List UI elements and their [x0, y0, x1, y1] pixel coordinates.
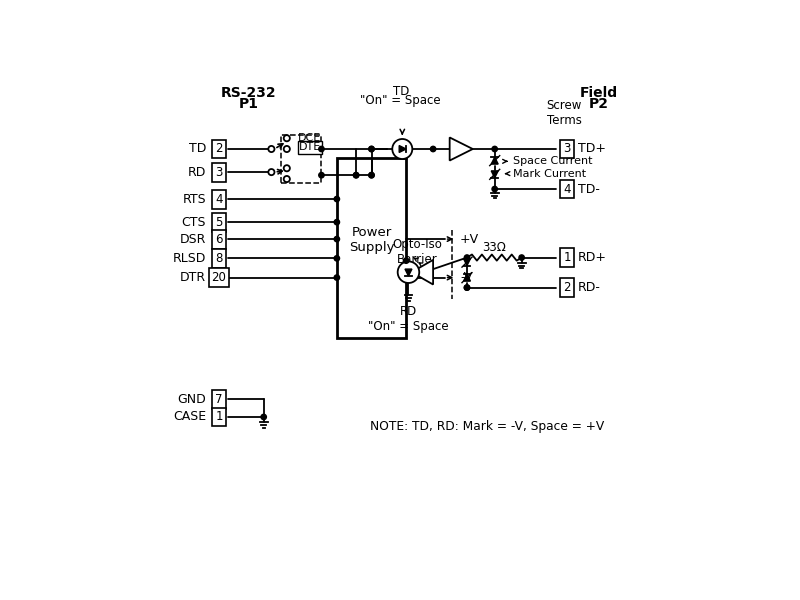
- Text: DSR: DSR: [179, 233, 206, 245]
- Text: NOTE: TD, RD: Mark = -V, Space = +V: NOTE: TD, RD: Mark = -V, Space = +V: [370, 420, 604, 433]
- Circle shape: [369, 146, 374, 152]
- Text: TD: TD: [189, 142, 206, 155]
- Circle shape: [354, 172, 358, 178]
- Text: 4: 4: [563, 182, 571, 196]
- Text: Screw
Terms: Screw Terms: [546, 99, 582, 127]
- Circle shape: [464, 285, 470, 290]
- Circle shape: [334, 275, 339, 280]
- Text: TD: TD: [393, 85, 409, 98]
- Text: TD-: TD-: [578, 182, 600, 196]
- Circle shape: [284, 135, 290, 141]
- Circle shape: [334, 236, 339, 242]
- Circle shape: [464, 255, 470, 260]
- Circle shape: [369, 172, 374, 178]
- Polygon shape: [411, 260, 433, 284]
- Circle shape: [284, 165, 290, 172]
- Circle shape: [334, 256, 339, 261]
- Circle shape: [284, 176, 290, 182]
- Text: TD+: TD+: [578, 142, 606, 155]
- Text: 7: 7: [215, 393, 222, 406]
- Circle shape: [519, 255, 524, 260]
- Text: 5: 5: [215, 215, 222, 229]
- Circle shape: [354, 172, 358, 178]
- Circle shape: [284, 146, 290, 152]
- Polygon shape: [463, 259, 470, 266]
- Text: DTR: DTR: [180, 271, 206, 284]
- Polygon shape: [450, 137, 473, 161]
- Text: DCE: DCE: [298, 133, 322, 143]
- Circle shape: [403, 258, 409, 263]
- Text: 6: 6: [215, 233, 222, 245]
- Text: RD+: RD+: [578, 251, 607, 264]
- Text: 1: 1: [215, 410, 222, 424]
- Circle shape: [318, 146, 324, 152]
- Circle shape: [334, 196, 339, 202]
- Text: "On" = Space: "On" = Space: [361, 94, 441, 107]
- Text: RS-232: RS-232: [221, 86, 276, 100]
- Polygon shape: [491, 157, 498, 164]
- Circle shape: [464, 285, 470, 290]
- Text: DTE: DTE: [298, 142, 321, 152]
- Polygon shape: [491, 171, 498, 178]
- Text: RD
"On" = Space: RD "On" = Space: [368, 305, 449, 332]
- Circle shape: [492, 146, 498, 152]
- Circle shape: [492, 187, 498, 192]
- Polygon shape: [399, 146, 406, 152]
- Text: 2: 2: [215, 142, 222, 155]
- Circle shape: [318, 172, 324, 178]
- Text: +V: +V: [460, 233, 479, 245]
- Text: CTS: CTS: [182, 215, 206, 229]
- Circle shape: [392, 139, 412, 159]
- Text: 8: 8: [215, 252, 222, 265]
- Text: 33Ω: 33Ω: [482, 241, 506, 254]
- Circle shape: [334, 220, 339, 225]
- Text: Power
Supply: Power Supply: [349, 226, 394, 254]
- Text: P2: P2: [589, 97, 609, 110]
- Circle shape: [268, 169, 274, 175]
- Text: 3: 3: [563, 142, 570, 155]
- Circle shape: [398, 262, 419, 283]
- Text: 1: 1: [563, 251, 571, 264]
- Polygon shape: [463, 274, 470, 281]
- Circle shape: [369, 172, 374, 178]
- Text: Space Current: Space Current: [513, 157, 593, 166]
- Text: 20: 20: [212, 271, 226, 284]
- Text: P1: P1: [238, 97, 258, 110]
- Text: RD-: RD-: [578, 281, 601, 294]
- Text: Opto-Iso
Barrier: Opto-Iso Barrier: [393, 238, 442, 266]
- Text: RD: RD: [187, 166, 206, 179]
- Text: GND: GND: [178, 393, 206, 406]
- Text: 4: 4: [215, 193, 222, 206]
- Text: -V: -V: [460, 271, 472, 284]
- Bar: [337, 158, 406, 338]
- Polygon shape: [405, 269, 412, 276]
- Text: RTS: RTS: [182, 193, 206, 206]
- Text: 2: 2: [563, 281, 571, 294]
- Circle shape: [268, 146, 274, 152]
- Text: CASE: CASE: [173, 410, 206, 424]
- Circle shape: [261, 414, 266, 419]
- Text: 3: 3: [215, 166, 222, 179]
- Circle shape: [369, 146, 374, 152]
- Circle shape: [430, 146, 436, 152]
- Text: Field: Field: [579, 86, 618, 100]
- Text: Mark Current: Mark Current: [513, 169, 586, 179]
- Text: RLSD: RLSD: [173, 252, 206, 265]
